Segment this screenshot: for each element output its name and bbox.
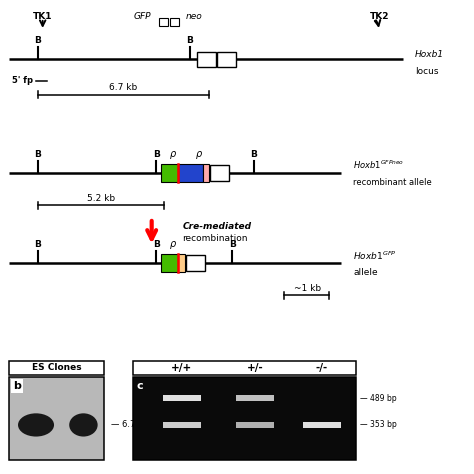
Text: neo: neo — [186, 12, 202, 21]
Bar — [197, 52, 216, 67]
Bar — [186, 255, 205, 271]
Text: Hoxb1: Hoxb1 — [415, 50, 444, 59]
Bar — [203, 164, 209, 182]
Text: B: B — [229, 240, 236, 249]
Text: -/-: -/- — [316, 363, 328, 373]
Text: — 6.7 kb: — 6.7 kb — [111, 420, 149, 429]
Bar — [303, 422, 341, 428]
Text: ρ: ρ — [170, 239, 176, 249]
Bar — [161, 164, 178, 182]
Text: TK2: TK2 — [369, 12, 389, 21]
Text: GFP: GFP — [134, 12, 151, 21]
Text: $Hoxb1^{GFP}$: $Hoxb1^{GFP}$ — [353, 250, 397, 262]
Text: $Hoxb1^{GFPneo}$: $Hoxb1^{GFPneo}$ — [353, 158, 404, 171]
Bar — [163, 422, 201, 428]
Bar — [9, 361, 104, 375]
Text: locus: locus — [415, 67, 438, 75]
Text: B: B — [186, 36, 193, 45]
Bar — [133, 361, 356, 375]
Ellipse shape — [69, 413, 98, 437]
Text: 6.7 kb: 6.7 kb — [109, 83, 137, 92]
Bar — [178, 254, 185, 272]
Text: recombination: recombination — [182, 234, 248, 243]
Bar — [9, 377, 104, 460]
Bar — [161, 254, 178, 272]
Text: allele: allele — [353, 268, 378, 277]
Bar — [159, 18, 168, 26]
Text: 5' fp: 5' fp — [12, 76, 33, 85]
Text: B: B — [250, 150, 257, 159]
Text: ES Clones: ES Clones — [32, 364, 82, 372]
Text: B: B — [35, 36, 41, 45]
Bar — [163, 395, 201, 401]
Text: Cre-mediated: Cre-mediated — [182, 222, 252, 230]
Text: B: B — [153, 150, 160, 159]
Text: — 353 bp: — 353 bp — [360, 420, 397, 429]
Bar — [133, 377, 356, 460]
Bar — [236, 422, 274, 428]
Ellipse shape — [18, 413, 54, 437]
Bar — [217, 52, 236, 67]
Text: ρ: ρ — [196, 149, 202, 159]
Text: ~1 kb: ~1 kb — [293, 284, 321, 293]
Text: B: B — [35, 150, 41, 159]
Text: +/+: +/+ — [171, 363, 192, 373]
Text: B: B — [153, 240, 160, 249]
Bar — [170, 18, 179, 26]
Text: c: c — [137, 381, 143, 391]
Text: b: b — [13, 381, 21, 391]
Text: — 489 bp: — 489 bp — [360, 394, 397, 403]
Bar — [178, 164, 203, 182]
Bar — [236, 395, 274, 401]
Text: B: B — [35, 240, 41, 249]
Bar — [210, 165, 229, 181]
Text: +/-: +/- — [247, 363, 264, 373]
Text: TK1: TK1 — [33, 12, 53, 21]
Text: recombinant allele: recombinant allele — [353, 178, 432, 187]
Text: ρ: ρ — [170, 149, 176, 159]
Text: 5.2 kb: 5.2 kb — [87, 194, 115, 203]
